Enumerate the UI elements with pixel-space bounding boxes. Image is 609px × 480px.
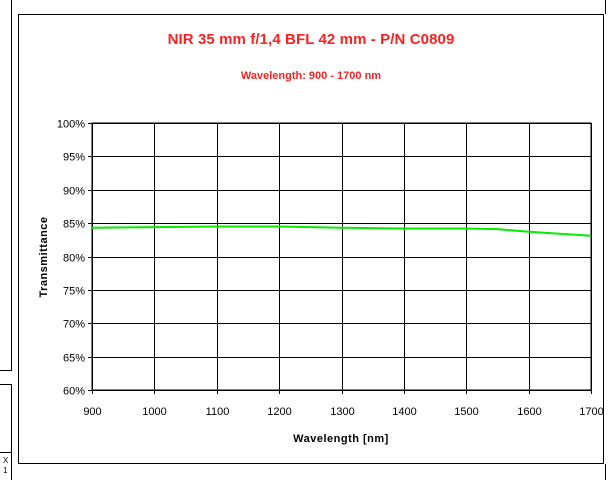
y-tick-label: 90%: [63, 186, 85, 198]
x-axis-title: Wavelength [nm]: [293, 433, 389, 445]
right-edge-line: [605, 0, 606, 14]
x-tick-labels: 900 1000 1100 1200 1300 1400 1500 1600 1700: [83, 406, 603, 418]
x-tick-label: 1700: [579, 406, 603, 418]
y-tick-label: 65%: [63, 353, 85, 365]
x-tick-label: 1600: [517, 406, 541, 418]
chart-subtitle: Wavelength: 900 - 1700 nm: [240, 70, 382, 82]
x-tick-label: 1100: [206, 406, 230, 418]
y-tick-label: 85%: [63, 219, 85, 231]
y-tick-label: 95%: [63, 152, 85, 164]
right-edge-line-lower: [605, 464, 606, 480]
x-tick-label: 1300: [330, 406, 354, 418]
y-tick-label: 75%: [63, 286, 85, 298]
left-divider-mid: [0, 384, 12, 385]
series-line-transmittance: [91, 225, 592, 237]
corner-label-top: X: [3, 456, 9, 465]
y-tick-label: 70%: [63, 319, 85, 331]
left-divider-low: [0, 452, 12, 453]
corner-label-bottom: 1: [3, 466, 8, 475]
x-tick-label: 1400: [392, 406, 416, 418]
y-tick-label: 100%: [57, 119, 85, 131]
left-divider-top: [0, 370, 12, 371]
grid-lines: [88, 122, 592, 394]
x-tick-label: 1500: [454, 406, 478, 418]
x-tick-label: 1200: [267, 406, 291, 418]
y-axis-title: Transmittance: [38, 216, 50, 297]
y-tick-label: 60%: [63, 386, 85, 398]
chart-title: NIR 35 mm f/1,4 BFL 42 mm - P/N C0809: [167, 31, 455, 48]
plot-area-border: [91, 122, 592, 391]
left-edge-line-lower: [11, 384, 12, 480]
y-tick-label: 80%: [63, 253, 85, 265]
x-tick-label: 900: [83, 406, 101, 418]
y-tick-labels: 60% 65% 70% 75% 80% 85% 90% 95% 100%: [57, 119, 85, 398]
chart-frame: NIR 35 mm f/1,4 BFL 42 mm - P/N C0809 Wa…: [18, 14, 604, 464]
x-tick-label: 1000: [142, 406, 166, 418]
series-group: [91, 225, 592, 237]
left-edge-line: [11, 0, 12, 370]
